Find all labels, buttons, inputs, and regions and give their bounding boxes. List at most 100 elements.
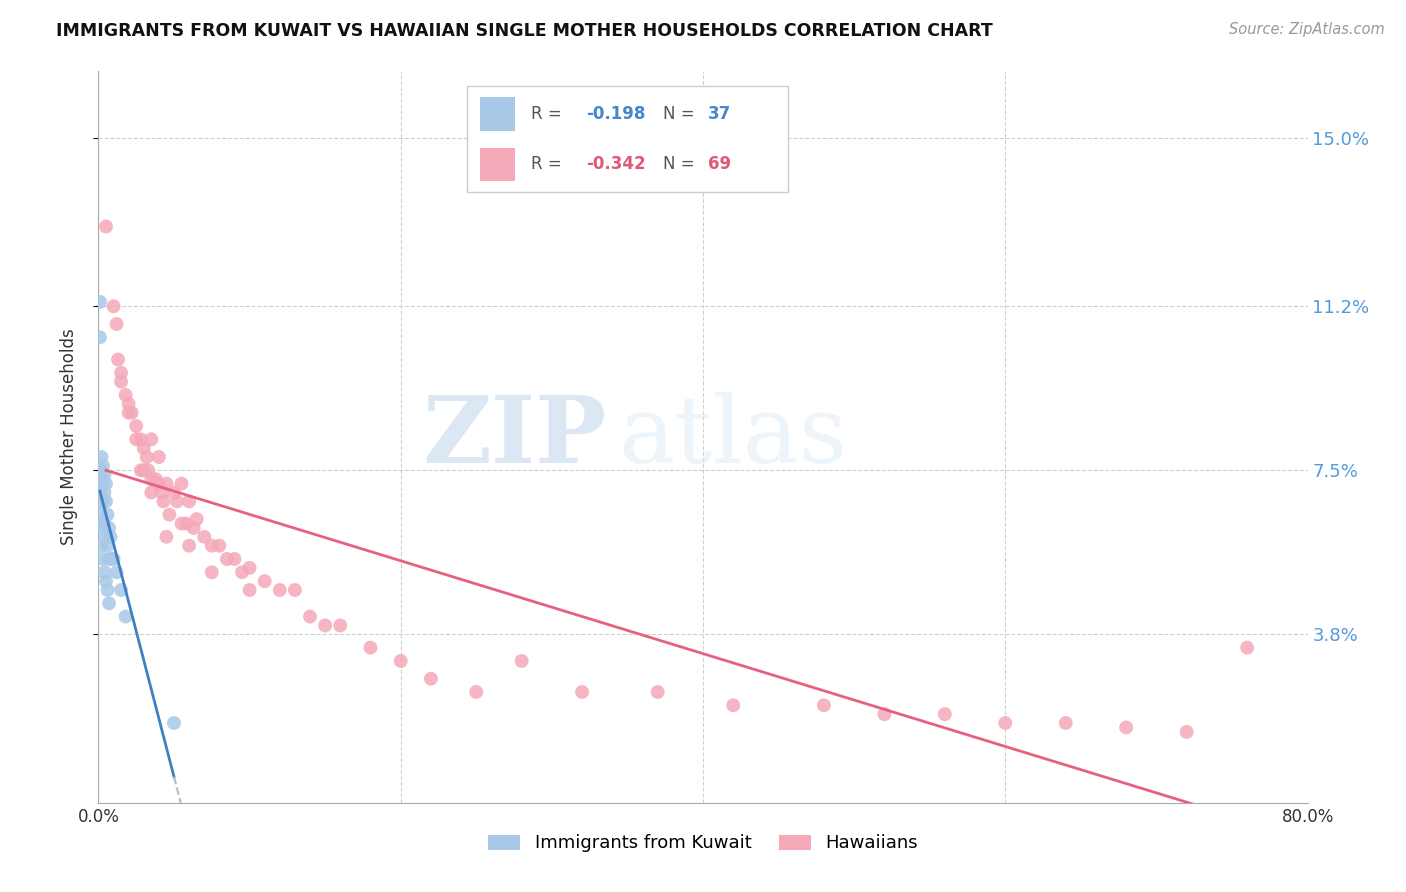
Point (179, 539, 201, 553)
Point (93, 467, 115, 482)
Text: atlas: atlas (619, 392, 848, 482)
Point (141, 485, 163, 500)
Point (360, 640, 382, 655)
Point (93, 566, 115, 580)
Point (647, 685, 669, 699)
Point (100, 530, 122, 544)
Point (94, 574, 117, 589)
Point (135, 450, 157, 464)
Point (125, 419, 148, 434)
Point (179, 494, 201, 508)
Point (510, 654, 533, 668)
Point (163, 485, 186, 500)
Point (152, 494, 174, 508)
Point (90, 516, 112, 531)
Point (91, 476, 114, 491)
Point (103, 552, 125, 566)
Point (98, 521, 121, 535)
Point (91, 552, 114, 566)
Point (269, 582, 291, 597)
Point (89, 485, 111, 500)
Point (90, 450, 112, 464)
Point (148, 450, 170, 464)
Point (201, 539, 224, 553)
Point (159, 508, 181, 522)
Point (89, 330, 111, 344)
Point (183, 521, 205, 535)
Point (121, 406, 143, 420)
Point (284, 582, 307, 597)
Point (105, 566, 128, 580)
Point (813, 698, 835, 713)
Point (91, 494, 114, 508)
Point (723, 698, 745, 713)
Point (239, 582, 262, 597)
Point (934, 707, 956, 722)
Point (89, 463, 111, 477)
Point (141, 432, 163, 446)
Point (110, 375, 132, 389)
Point (1054, 716, 1077, 731)
Legend: Immigrants from Kuwait, Hawaiians: Immigrants from Kuwait, Hawaiians (481, 827, 925, 860)
Point (94, 476, 117, 491)
Point (96, 508, 118, 522)
Point (93, 485, 115, 500)
Point (215, 552, 238, 566)
Point (93, 516, 115, 531)
Point (389, 654, 412, 668)
Point (420, 672, 443, 686)
Point (90, 472, 112, 486)
Point (148, 476, 170, 491)
Point (96, 582, 118, 597)
Point (90, 539, 112, 553)
Point (90, 494, 112, 508)
Point (132, 463, 155, 477)
Point (873, 707, 896, 722)
Point (118, 397, 141, 411)
Point (150, 485, 173, 500)
Point (98, 552, 121, 566)
Point (118, 406, 141, 420)
Point (114, 388, 136, 402)
Point (110, 366, 132, 380)
Point (114, 609, 136, 624)
Point (103, 299, 125, 313)
Point (136, 463, 159, 477)
Point (186, 512, 208, 526)
Y-axis label: Single Mother Households: Single Mother Households (59, 329, 77, 545)
Point (155, 476, 177, 491)
Point (105, 317, 128, 331)
Point (329, 618, 352, 632)
Point (96, 539, 118, 553)
Point (132, 441, 155, 455)
Point (170, 476, 193, 491)
Point (98, 596, 121, 610)
Point (571, 685, 593, 699)
Point (239, 561, 262, 575)
Point (231, 566, 253, 580)
Point (94, 219, 117, 234)
Point (94, 530, 117, 544)
Point (163, 716, 186, 731)
Point (193, 530, 215, 544)
Point (141, 472, 163, 486)
Point (1115, 721, 1137, 735)
Text: Source: ZipAtlas.com: Source: ZipAtlas.com (1229, 22, 1385, 37)
Point (465, 685, 488, 699)
Point (166, 494, 188, 508)
Point (107, 352, 129, 367)
Point (253, 574, 276, 589)
Point (174, 516, 197, 531)
Point (1175, 724, 1198, 739)
Point (224, 552, 246, 566)
Point (299, 609, 322, 624)
Point (208, 539, 231, 553)
Text: ZIP: ZIP (422, 392, 606, 482)
Point (101, 552, 124, 566)
Point (1236, 640, 1258, 655)
Point (129, 463, 152, 477)
Text: IMMIGRANTS FROM KUWAIT VS HAWAIIAN SINGLE MOTHER HOUSEHOLDS CORRELATION CHART: IMMIGRANTS FROM KUWAIT VS HAWAIIAN SINGL… (56, 22, 993, 40)
Point (91, 458, 114, 473)
Point (110, 582, 132, 597)
Point (89, 294, 111, 309)
